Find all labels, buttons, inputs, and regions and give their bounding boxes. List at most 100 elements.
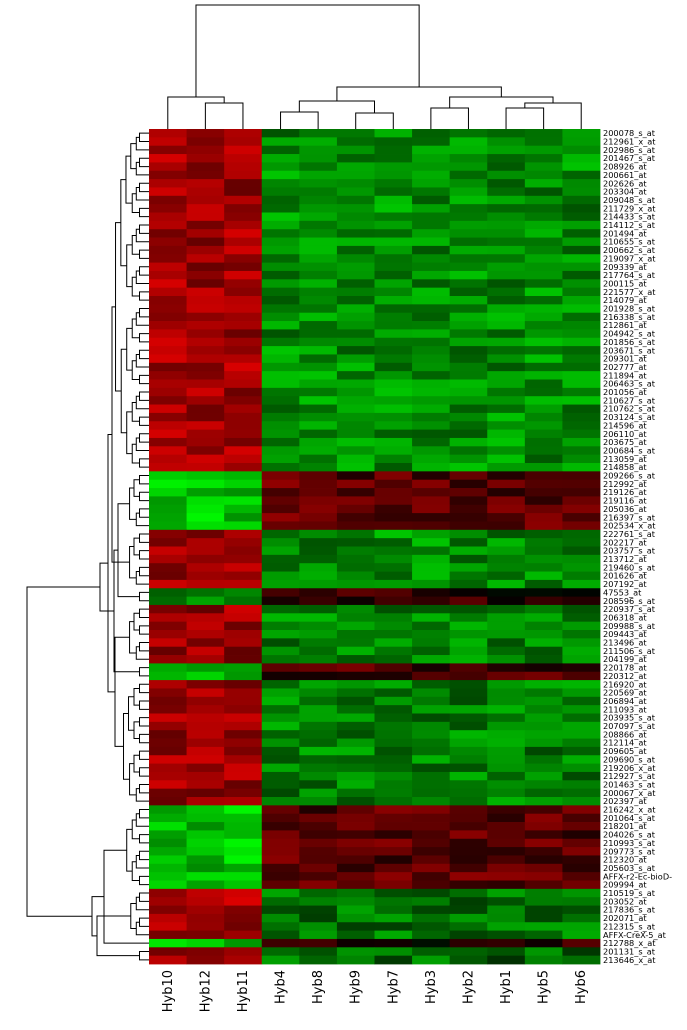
heatmap-cell — [449, 346, 488, 355]
heatmap-cell — [186, 362, 225, 372]
heatmap-cell — [449, 329, 488, 339]
heatmap-cell — [412, 604, 451, 614]
heatmap-cell — [261, 696, 300, 706]
heatmap-cell — [562, 179, 601, 188]
heatmap-cell — [336, 496, 375, 506]
row-dendrogram-link — [139, 566, 149, 577]
heatmap-cell — [449, 771, 488, 781]
heatmap-cell — [524, 805, 563, 815]
heatmap-cell — [449, 721, 488, 731]
heatmap-cell — [299, 538, 338, 547]
row-label: 202534_x_at — [603, 521, 656, 531]
heatmap-cell — [224, 145, 263, 155]
heatmap-cell — [149, 354, 187, 364]
heatmap-cell — [524, 471, 563, 481]
heatmap-cell — [261, 855, 300, 865]
row-dendrogram-link — [135, 646, 149, 660]
heatmap-cell — [487, 788, 526, 798]
heatmap-cell — [149, 179, 187, 188]
heatmap-cell — [186, 771, 225, 781]
heatmap-cell — [299, 396, 338, 405]
heatmap-cell — [224, 847, 263, 856]
heatmap-cell — [186, 379, 225, 389]
heatmap-cell — [336, 713, 375, 723]
heatmap-cell — [524, 930, 563, 940]
heatmap-cell — [524, 179, 563, 188]
heatmap-cell — [374, 421, 413, 430]
heatmap-cell — [336, 579, 375, 589]
heatmap-cell — [449, 897, 488, 906]
row-dendrogram-link — [135, 512, 149, 527]
heatmap-cell — [412, 204, 451, 213]
heatmap-cell — [487, 554, 526, 564]
heatmap-cell — [524, 488, 563, 497]
heatmap-cell — [224, 321, 263, 330]
heatmap-cell — [299, 696, 338, 706]
heatmap-cell — [562, 479, 601, 489]
heatmap-cell — [149, 229, 187, 238]
heatmap-cell — [562, 563, 601, 572]
row-dendrogram-link — [135, 161, 149, 176]
heatmap-cell — [487, 930, 526, 940]
heatmap-cell — [487, 947, 526, 957]
heatmap-cell — [524, 797, 563, 806]
heatmap-cell — [224, 738, 263, 748]
column-label: Hyb1 — [499, 970, 514, 1004]
heatmap-cell — [336, 387, 375, 397]
heatmap-cell — [487, 797, 526, 806]
heatmap-cell — [449, 838, 488, 848]
heatmap-cell — [374, 170, 413, 180]
heatmap-cell — [299, 797, 338, 806]
heatmap-cell — [224, 312, 263, 322]
heatmap-cell — [449, 321, 488, 330]
heatmap-cell — [224, 421, 263, 430]
heatmap-cell — [186, 688, 225, 698]
heatmap-cell — [374, 588, 413, 597]
heatmap-cell — [299, 304, 338, 314]
heatmap-cell — [224, 646, 263, 656]
heatmap-cell — [562, 888, 601, 898]
heatmap-cell — [524, 421, 563, 430]
heatmap-cell — [149, 579, 187, 589]
heatmap-cell — [524, 596, 563, 606]
heatmap-cell — [149, 446, 187, 456]
heatmap-cell — [412, 412, 451, 422]
column-label: Hyb3 — [424, 970, 439, 1004]
heatmap-cell — [449, 279, 488, 289]
heatmap-cell — [524, 947, 563, 957]
heatmap-cell — [562, 513, 601, 522]
heatmap-cell — [524, 680, 563, 689]
heatmap-cell — [299, 371, 338, 380]
heatmap-cell — [562, 838, 601, 848]
heatmap-cell — [224, 813, 263, 823]
heatmap-cell — [562, 396, 601, 405]
row-label: 202626_at — [603, 178, 647, 188]
heatmap-cell — [449, 270, 488, 280]
row-label: 222761_s_at — [603, 529, 656, 539]
heatmap-cell — [562, 596, 601, 606]
heatmap-cell — [186, 245, 225, 255]
heatmap-cell — [149, 621, 187, 631]
heatmap-cell — [149, 888, 187, 898]
heatmap-cell — [524, 663, 563, 673]
row-dendrogram-link — [135, 571, 149, 585]
heatmap-cell — [299, 513, 338, 522]
heatmap-cell — [336, 947, 375, 957]
heatmap-cell — [261, 304, 300, 314]
heatmap-cell — [224, 237, 263, 247]
heatmap-cell — [524, 446, 563, 456]
column-label: Hyb9 — [349, 970, 364, 1004]
heatmap-cell — [412, 947, 451, 957]
heatmap-cell — [261, 755, 300, 764]
heatmap-cell — [149, 938, 187, 948]
heatmap-cell — [336, 922, 375, 931]
heatmap-cell — [524, 546, 563, 556]
heatmap-cell — [149, 630, 187, 639]
heatmap-cell — [412, 930, 451, 940]
heatmap-cell — [149, 195, 187, 205]
row-label: 219460_s_at — [603, 562, 656, 572]
row-label: 201928_s_at — [603, 304, 656, 314]
heatmap-cell — [412, 847, 451, 856]
heatmap-cell — [186, 847, 225, 856]
heatmap-cell — [186, 721, 225, 731]
